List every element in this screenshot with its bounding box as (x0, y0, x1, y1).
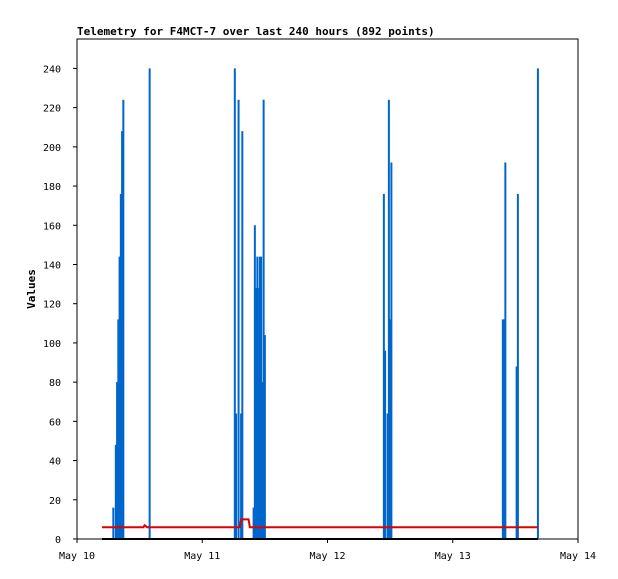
y-tick-label: 140 (43, 260, 61, 271)
x-axis-ticks: May 10 May 11 May 12 May 13 May 14 (59, 539, 596, 562)
x-tick-label: May 11 (184, 551, 220, 562)
y-tick-label: 100 (43, 339, 61, 350)
y-tick-label: 200 (43, 143, 61, 154)
y-axis-label: Values (25, 269, 38, 309)
y-tick-label: 20 (49, 496, 61, 507)
y-tick-label: 120 (43, 300, 61, 311)
y-tick-label: 160 (43, 221, 61, 232)
y-tick-label: 240 (43, 64, 61, 75)
y-tick-label: 40 (49, 457, 61, 468)
y-tick-label: 220 (43, 104, 61, 115)
x-tick-label: May 12 (309, 551, 345, 562)
x-tick-label: May 14 (560, 551, 596, 562)
data-series (102, 68, 539, 540)
x-tick-label: May 10 (59, 551, 95, 562)
x-tick-label: May 13 (435, 551, 471, 562)
baseline-series-line (102, 518, 538, 529)
y-axis-ticks: 0 20 40 60 80 100 120 140 160 180 200 220 240 (43, 64, 77, 546)
chart-title: Telemetry for F4MCT-7 over last 240 hour… (77, 25, 435, 38)
y-tick-label: 60 (49, 417, 61, 428)
y-tick-label: 0 (55, 535, 61, 546)
y-tick-label: 80 (49, 378, 61, 389)
y-tick-label: 180 (43, 182, 61, 193)
